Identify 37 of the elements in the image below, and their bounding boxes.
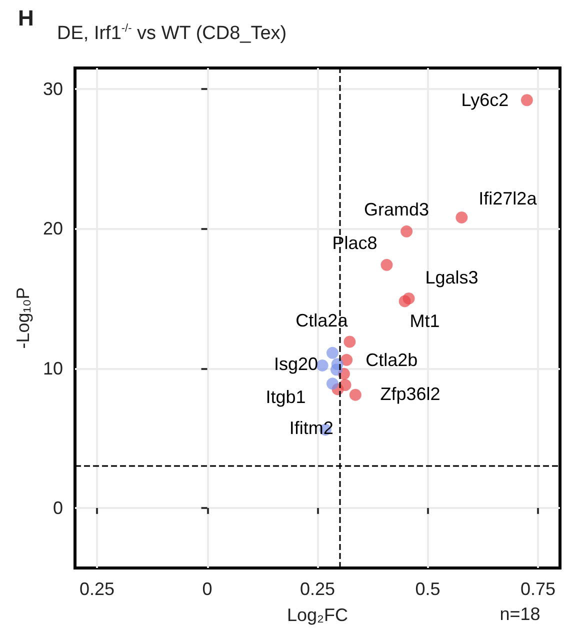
x-tick-label: 0	[202, 579, 212, 599]
point	[330, 364, 342, 376]
x-tick-label: 0.25	[300, 579, 336, 599]
y-axis-title: -Log₁₀P	[13, 287, 34, 349]
annotation: Ly6c2	[461, 90, 509, 110]
point	[400, 225, 413, 238]
annotation: Lgals3	[425, 267, 478, 288]
point	[344, 336, 356, 348]
annotation: Mt1	[410, 311, 440, 332]
annotation: Isg20	[274, 354, 318, 374]
point	[326, 346, 338, 359]
point	[349, 388, 362, 401]
annotation: Ctla2a	[296, 310, 349, 331]
x-axis-title: Log₂FC	[286, 605, 348, 625]
annotation: Gramd3	[364, 199, 430, 220]
point	[456, 211, 468, 224]
annotation: Itgb1	[266, 387, 306, 408]
text: H	[18, 6, 34, 30]
y-tick-label: 0	[52, 498, 63, 518]
x-tick-label: 0.5	[415, 579, 440, 599]
text: n=18	[500, 604, 540, 624]
point	[326, 378, 338, 390]
x-tick-label: 0.75	[520, 579, 556, 599]
point	[520, 94, 533, 106]
point	[340, 354, 353, 366]
annotation: Ctla2b	[366, 350, 418, 370]
annotation: Plac8	[332, 232, 378, 253]
point	[380, 258, 393, 271]
point	[398, 295, 411, 308]
annotation: Zfp36l2	[380, 384, 440, 404]
y-tick-label: 20	[42, 218, 63, 239]
x-tick-label: 0.25	[80, 579, 115, 599]
y-tick-label: 10	[42, 358, 63, 378]
annotation: Ifi27l2a	[478, 188, 538, 208]
annotation: Ifitm2	[289, 418, 334, 438]
chart-title: DE, Irf1-/- vs WT (CD8_Tex)	[57, 22, 287, 44]
y-tick-label: 30	[42, 78, 63, 99]
